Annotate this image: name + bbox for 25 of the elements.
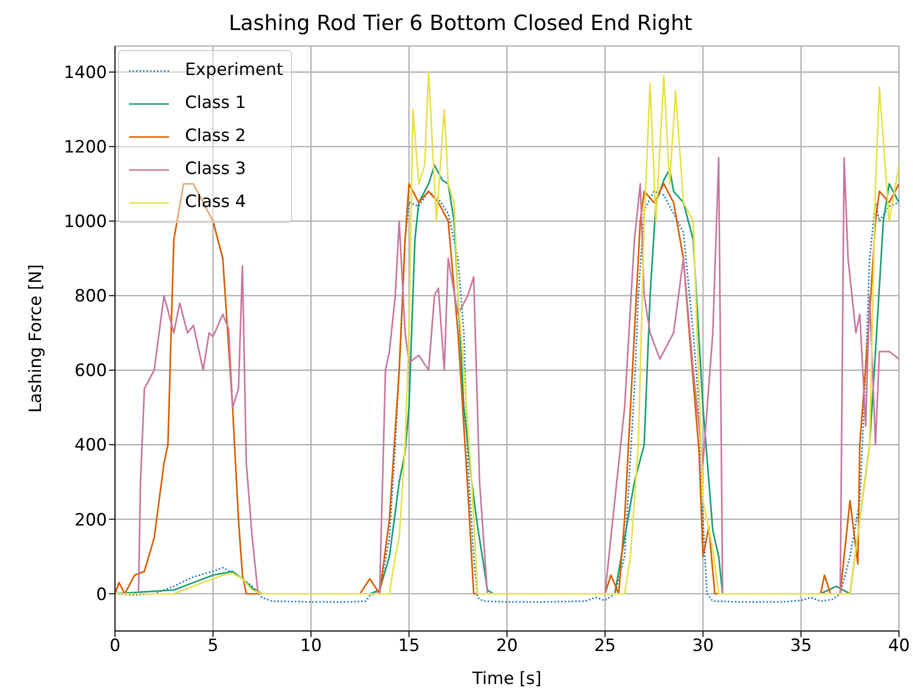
y-tick-label: 1200 — [64, 138, 107, 158]
x-tick-label: 15 — [398, 636, 420, 656]
x-tick-label: 35 — [790, 636, 812, 656]
x-tick-label: 20 — [496, 636, 518, 656]
legend-label: Class 4 — [185, 191, 246, 214]
y-axis-title: Lashing Force [N] — [26, 264, 46, 413]
y-tick-label: 0 — [96, 584, 107, 605]
y-tick-label: 1000 — [64, 212, 107, 232]
x-tick-label: 30 — [692, 636, 714, 656]
legend-label: Class 2 — [185, 125, 246, 148]
x-tick-label: 0 — [110, 636, 120, 656]
y-tick-label: 800 — [74, 286, 107, 307]
x-tick-label: 10 — [300, 636, 322, 656]
x-axis-title: Time [s] — [471, 669, 542, 689]
legend-label: Experiment — [185, 59, 284, 82]
x-tick-label: 5 — [208, 636, 218, 656]
y-tick-label: 1400 — [64, 63, 107, 84]
legend-label: Class 1 — [185, 92, 246, 115]
y-tick-label: 400 — [74, 436, 107, 456]
y-tick-label: 200 — [74, 510, 107, 530]
x-tick-label: 40 — [888, 636, 910, 656]
x-tick-label: 25 — [594, 636, 616, 656]
y-tick-label: 600 — [74, 361, 107, 382]
chart-title: Lashing Rod Tier 6 Bottom Closed End Right — [228, 10, 694, 37]
legend-label: Class 3 — [185, 158, 246, 181]
